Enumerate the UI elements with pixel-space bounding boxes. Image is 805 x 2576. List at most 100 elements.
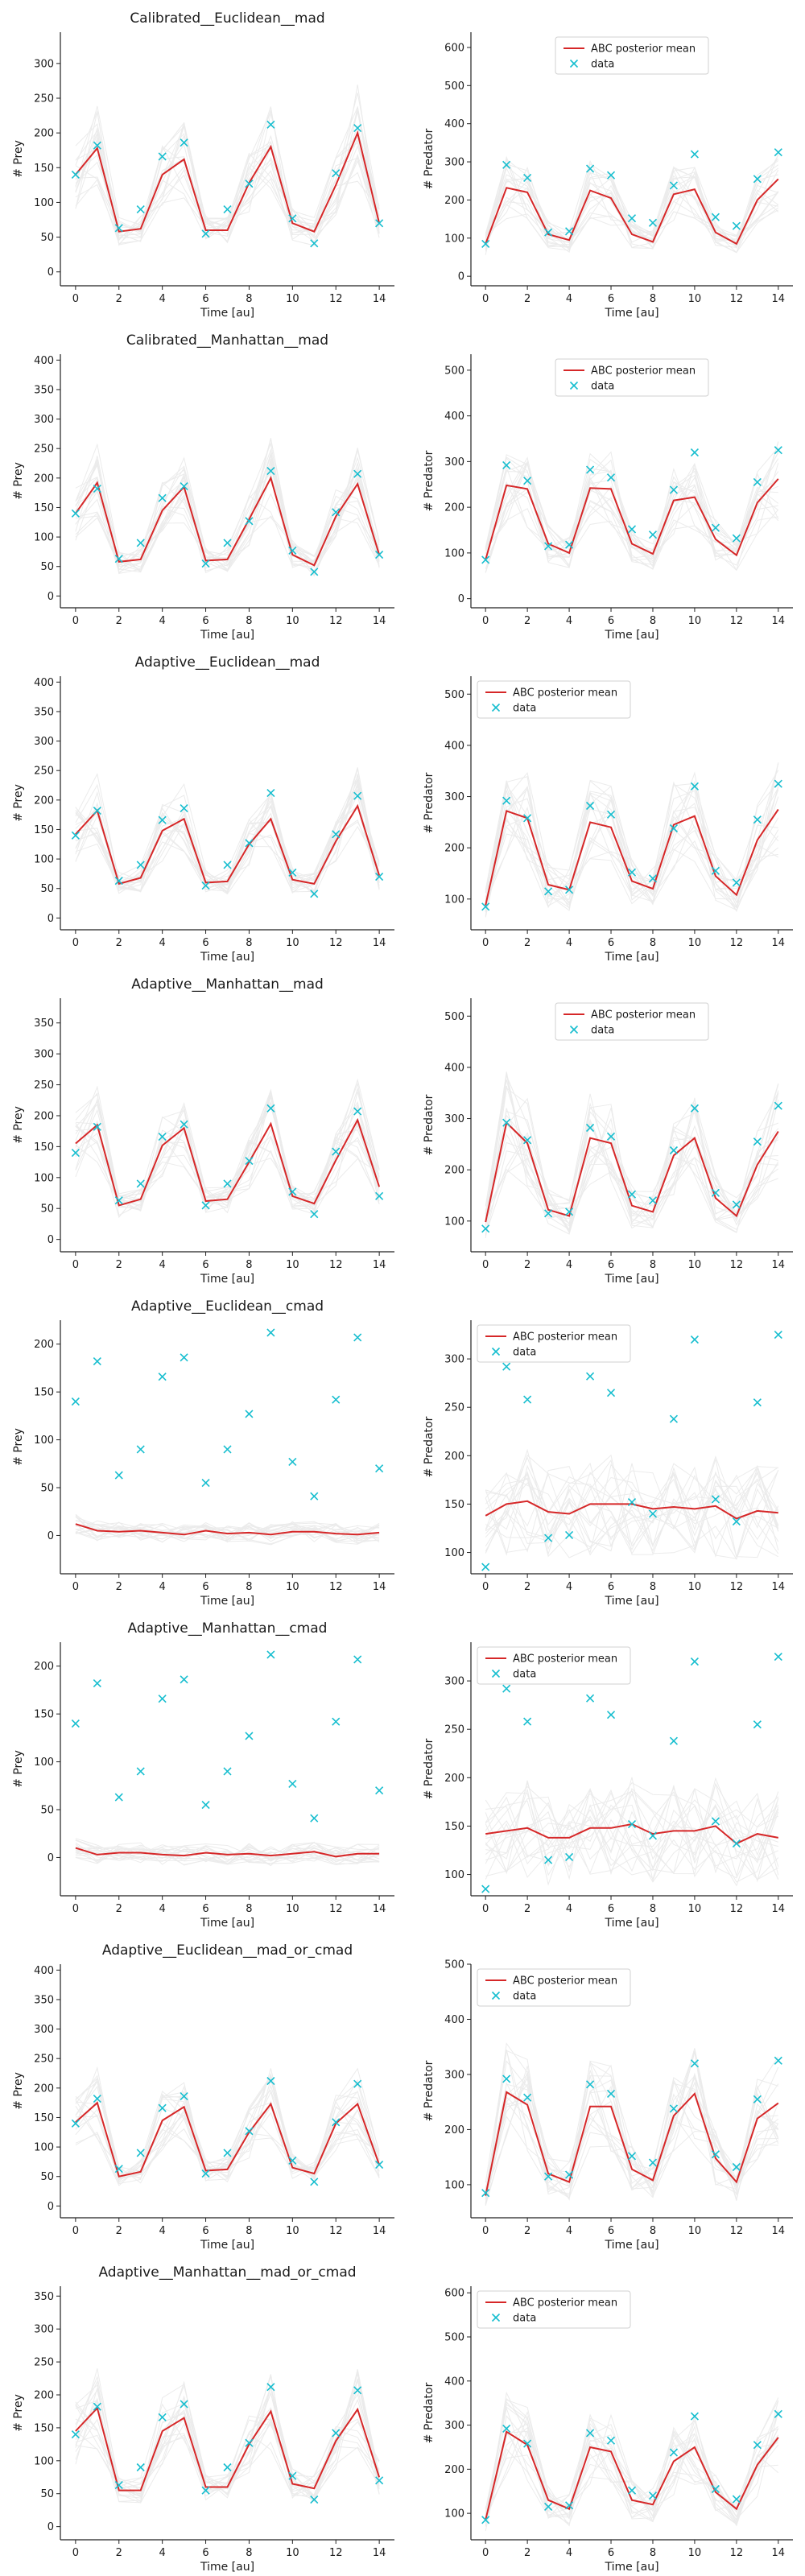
data-marker-stroke bbox=[223, 861, 232, 869]
posterior-sample-line bbox=[485, 1110, 779, 1234]
x-tick-label: 14 bbox=[373, 293, 386, 305]
posterior-sample-line bbox=[485, 1463, 779, 1552]
y-axis-label: # Predator bbox=[423, 450, 436, 511]
data-point bbox=[648, 218, 658, 227]
posterior-sample-line bbox=[485, 171, 779, 249]
posterior-sample-line bbox=[485, 1084, 779, 1223]
x-tick-label: 4 bbox=[566, 937, 572, 949]
posterior-sample-line bbox=[485, 763, 779, 908]
data-point bbox=[753, 815, 762, 824]
posterior-sample-line bbox=[485, 1777, 779, 1882]
data-point bbox=[288, 1187, 297, 1196]
x-tick-label: 14 bbox=[772, 2225, 786, 2237]
data-point bbox=[223, 1445, 232, 1454]
legend-data-label: data bbox=[513, 1347, 536, 1359]
data-marker-stroke bbox=[201, 559, 210, 568]
x-tick-label: 6 bbox=[202, 293, 208, 305]
data-marker-stroke bbox=[711, 213, 720, 221]
y-tick-label: 250 bbox=[444, 1402, 464, 1414]
posterior-samples bbox=[485, 1448, 779, 1560]
data-marker-stroke bbox=[774, 1330, 782, 1340]
legend-box bbox=[555, 358, 709, 397]
x-tick-label: 6 bbox=[202, 615, 208, 627]
data-point bbox=[158, 2413, 167, 2421]
y-tick-label: 400 bbox=[444, 2014, 464, 2026]
y-axis-label: # Prey bbox=[12, 140, 25, 178]
x-tick-label: 0 bbox=[482, 615, 489, 627]
posterior-sample-line bbox=[75, 111, 380, 235]
data-marker-stroke bbox=[158, 1133, 167, 1141]
posterior-mean-line bbox=[485, 808, 779, 906]
data-marker-stroke bbox=[158, 2103, 167, 2112]
data-marker-stroke bbox=[136, 205, 145, 214]
x-tick-label: 6 bbox=[608, 1903, 614, 1915]
posterior-sample-line bbox=[485, 1073, 779, 1233]
x-tick-label: 2 bbox=[116, 2547, 122, 2559]
data-marker-stroke bbox=[690, 2412, 699, 2421]
posterior-sample-line bbox=[75, 2100, 380, 2182]
posterior-sample-line bbox=[485, 1454, 779, 1553]
data-point bbox=[180, 1675, 188, 1684]
data-point bbox=[753, 2095, 762, 2103]
posterior-mean-line bbox=[75, 1847, 380, 1858]
data-point bbox=[481, 239, 490, 248]
panel-title: Adaptive__Euclidean__mad_or_cmad bbox=[102, 1942, 353, 1959]
data-marker-stroke bbox=[201, 2486, 210, 2495]
x-tick-label: 6 bbox=[608, 1259, 614, 1271]
data-point bbox=[648, 874, 658, 883]
posterior-sample-line bbox=[485, 1790, 779, 1883]
y-tick-label: 250 bbox=[34, 444, 54, 456]
data-marker-stroke bbox=[585, 1372, 595, 1381]
posterior-sample-line bbox=[75, 2386, 380, 2501]
x-axis-label: Time [au] bbox=[200, 1273, 254, 1286]
y-tick-label: 100 bbox=[34, 1172, 54, 1184]
y-tick-label: 400 bbox=[444, 2376, 464, 2388]
posterior-sample-line bbox=[485, 2391, 778, 2527]
posterior-sample-line bbox=[485, 1464, 779, 1527]
posterior-sample-line bbox=[485, 1777, 778, 1877]
data-marker-stroke bbox=[71, 831, 80, 840]
data-point bbox=[375, 873, 384, 881]
data-point bbox=[93, 2094, 101, 2103]
data-marker-stroke bbox=[732, 1200, 741, 1209]
data-marker-stroke bbox=[544, 887, 553, 896]
panel: Adaptive__Euclidean__cmad 0 2 4 6 8 10 12 14 0 50 1… bbox=[12, 1298, 394, 1608]
y-tick-label: 200 bbox=[444, 2464, 464, 2476]
legend-mean-label: ABC posterior mean bbox=[513, 687, 617, 700]
data-point bbox=[71, 1719, 80, 1728]
posterior-sample-line bbox=[75, 1845, 380, 1865]
data-point bbox=[266, 1650, 275, 1659]
legend: ABC posterior mean data bbox=[555, 358, 709, 397]
legend-data-label: data bbox=[591, 1025, 614, 1037]
data-marker-stroke bbox=[481, 555, 490, 564]
data-marker-stroke bbox=[245, 1410, 254, 1418]
data-marker-stroke bbox=[136, 1179, 145, 1188]
data-marker-stroke bbox=[201, 2169, 210, 2178]
data-marker-stroke bbox=[669, 1146, 679, 1155]
posterior-sample-line bbox=[75, 781, 380, 893]
posterior-sample-line bbox=[75, 1091, 380, 1199]
x-tick-label: 12 bbox=[730, 293, 744, 305]
data-marker-stroke bbox=[375, 1464, 384, 1473]
posterior-sample-line bbox=[485, 2404, 779, 2527]
legend-box bbox=[477, 680, 631, 719]
data-point bbox=[627, 1819, 637, 1829]
posterior-sample-line bbox=[75, 1523, 380, 1542]
data-marker-stroke bbox=[375, 2161, 384, 2169]
data-point bbox=[288, 1457, 297, 1466]
y-tick-label: 50 bbox=[40, 1483, 54, 1495]
data-point bbox=[266, 788, 275, 798]
posterior-sample-line bbox=[485, 2417, 779, 2526]
data-point bbox=[753, 175, 762, 184]
data-point bbox=[606, 2089, 616, 2098]
data-point bbox=[375, 551, 384, 559]
x-tick-label: 6 bbox=[202, 1259, 208, 1271]
posterior-sample-line bbox=[485, 781, 779, 898]
x-tick-label: 10 bbox=[688, 1259, 702, 1271]
data-point bbox=[774, 148, 782, 157]
data-point bbox=[332, 2118, 341, 2127]
posterior-mean-line bbox=[75, 1117, 381, 1207]
data-point bbox=[245, 2127, 254, 2136]
data-marker-stroke bbox=[223, 2462, 232, 2472]
data-point bbox=[201, 2486, 210, 2495]
